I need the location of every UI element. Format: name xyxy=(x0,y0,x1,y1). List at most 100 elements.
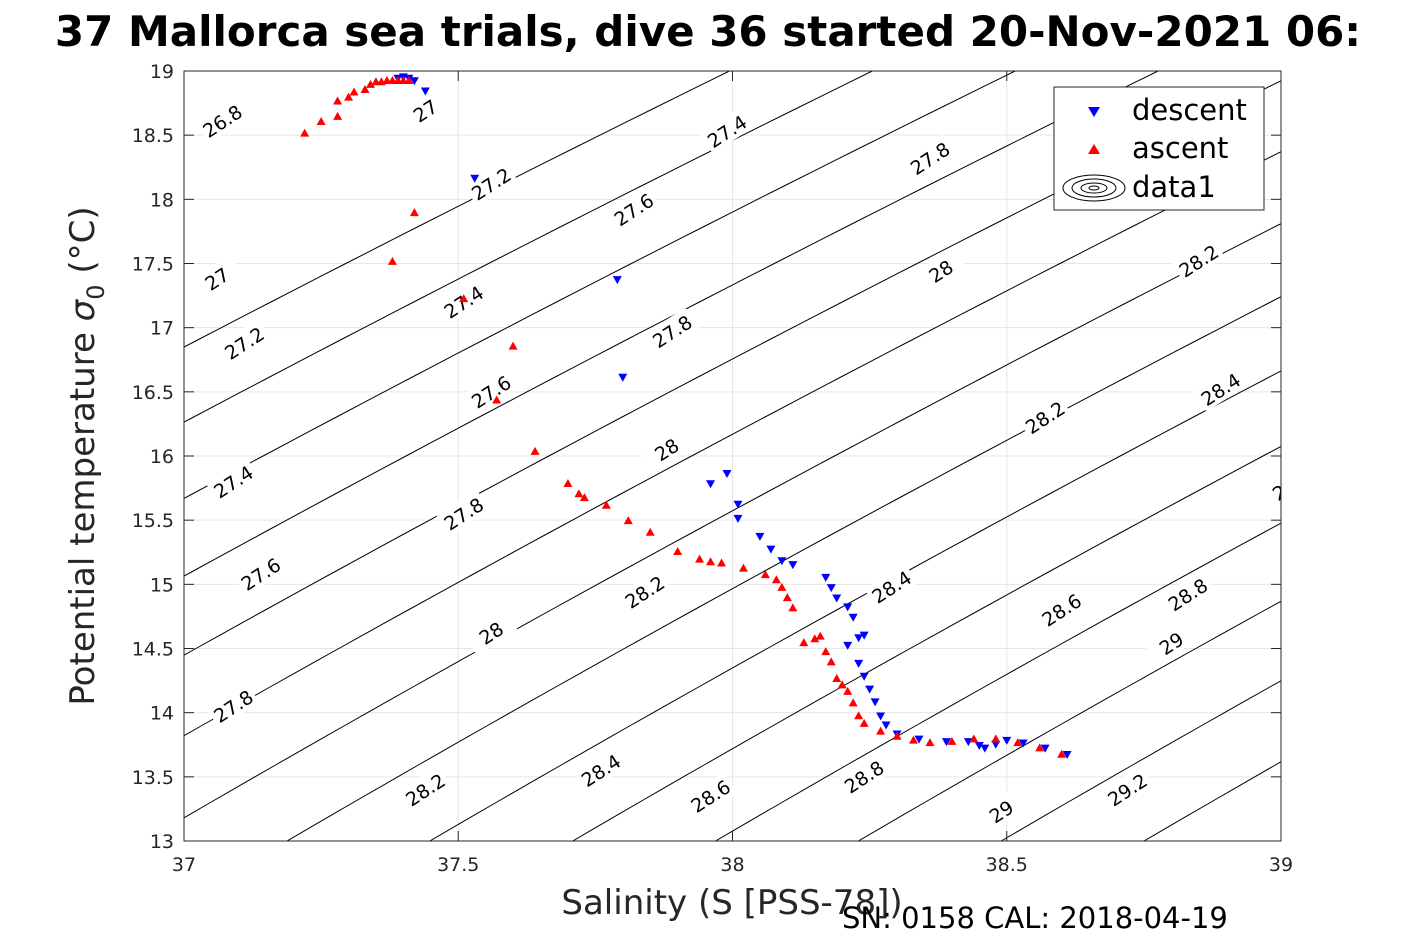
descent-marker xyxy=(612,276,622,285)
descent-marker xyxy=(755,532,765,541)
isopycnal-line xyxy=(286,296,1281,841)
descent-marker xyxy=(991,740,1001,749)
ascent-marker xyxy=(1013,738,1023,747)
y-tick-label: 18 xyxy=(150,189,174,211)
y-tick-label: 15 xyxy=(150,574,174,596)
ascent-marker xyxy=(810,634,820,643)
y-tick-label: 13.5 xyxy=(132,767,174,789)
y-tick-label: 16 xyxy=(150,446,174,468)
ascent-marker xyxy=(859,718,869,727)
ascent-marker xyxy=(925,738,935,747)
ascent-marker xyxy=(365,79,375,88)
descent-marker xyxy=(706,480,716,489)
y-tick-label: 15.5 xyxy=(132,510,174,532)
y-tick-label: 14 xyxy=(150,703,174,725)
descent-marker xyxy=(832,594,842,603)
x-tick-label: 38.5 xyxy=(986,854,1028,876)
ascent-marker xyxy=(459,294,469,303)
ascent-marker xyxy=(760,570,770,579)
contour-label-bg xyxy=(699,107,754,154)
contour-label-bg xyxy=(463,367,518,415)
descent-marker xyxy=(420,87,430,96)
ascent-marker xyxy=(782,593,792,602)
contour-label-bg xyxy=(217,319,271,366)
chart-title: 37 Mallorca sea trials, dive 36 started … xyxy=(55,7,1361,56)
contour-label-bg xyxy=(398,86,452,134)
x-tick-label: 37 xyxy=(172,854,196,876)
descent-marker xyxy=(876,712,886,721)
descent-marker xyxy=(848,613,858,622)
y-axis-label-subscript: 0 xyxy=(82,284,110,299)
descent-marker xyxy=(854,634,864,643)
descent-marker xyxy=(843,603,853,612)
isopycnal-line xyxy=(184,71,730,348)
contour-label-bg xyxy=(206,457,260,504)
ascent-marker xyxy=(349,87,359,96)
y-tick-label: 18.5 xyxy=(132,125,174,147)
y-tick-label: 16.5 xyxy=(132,382,174,404)
descent-marker xyxy=(974,742,984,751)
contour-label-bg xyxy=(1171,236,1225,284)
legend-ascent-label: ascent xyxy=(1132,131,1228,165)
ascent-marker xyxy=(832,674,842,683)
contour-label-bg xyxy=(606,185,660,232)
contour-label-bg xyxy=(974,787,1028,834)
ascent-marker xyxy=(706,557,716,566)
descent-marker xyxy=(843,641,853,650)
contour-label-bg xyxy=(864,562,918,610)
axis-ticks xyxy=(183,70,1282,842)
contour-label-bg xyxy=(195,97,249,144)
contour-label-bg xyxy=(1144,619,1198,666)
y-tick-label: 19 xyxy=(150,61,174,83)
ascent-marker xyxy=(854,711,864,720)
descent-marker xyxy=(821,573,831,582)
contour-label-bg xyxy=(639,425,693,472)
contour-label-bg xyxy=(1160,570,1214,617)
ascent-marker xyxy=(333,111,343,120)
contour-label-bg xyxy=(206,682,260,729)
ascent-marker xyxy=(777,582,787,591)
contour-label-bg xyxy=(463,159,518,207)
ascent-marker xyxy=(492,395,502,404)
ascent-marker xyxy=(848,698,858,707)
legend-data1-label: data1 xyxy=(1132,170,1216,204)
descent-marker xyxy=(1040,744,1050,753)
descent-marker xyxy=(1018,739,1028,748)
isopycnal-line xyxy=(184,223,1281,819)
isopycnal-line xyxy=(184,71,1016,499)
ascent-marker xyxy=(623,516,633,525)
isopycnal-line xyxy=(429,370,1281,841)
ascent-marker xyxy=(387,256,397,265)
ascent-marker xyxy=(843,686,853,695)
contour-label-bg xyxy=(436,489,490,537)
descent-marker xyxy=(881,721,891,730)
ascent-marker xyxy=(344,92,354,101)
ascent-marker xyxy=(799,638,809,647)
ascent-marker xyxy=(695,554,705,563)
ascent-marker xyxy=(563,478,573,487)
ascent-marker xyxy=(1057,749,1067,758)
ascent-marker xyxy=(409,208,419,217)
isopycnal-line xyxy=(858,600,1281,841)
legend-contour-icon xyxy=(1062,174,1126,202)
density-contours xyxy=(184,71,1281,841)
ascent-marker xyxy=(508,341,518,350)
legend-descent-marker xyxy=(1088,107,1100,117)
descent-marker xyxy=(1062,751,1072,760)
ascent-marker xyxy=(574,489,584,498)
ascent-marker xyxy=(771,575,781,584)
ascent-marker xyxy=(601,500,611,509)
y-tick-label: 13 xyxy=(150,831,174,853)
footer-serial-cal: SN: 0158 CAL: 2018-04-19 xyxy=(842,901,1228,935)
ascent-marker xyxy=(738,563,748,572)
ascent-marker xyxy=(579,493,589,502)
contour-label-bg xyxy=(1034,586,1088,633)
y-tick-label: 14.5 xyxy=(132,639,174,661)
contour-label-bg xyxy=(617,568,671,615)
ascent-marker xyxy=(333,96,343,105)
ascent-marker xyxy=(404,75,414,84)
descent-marker xyxy=(941,738,951,747)
contour-label-bg xyxy=(463,609,518,656)
contour-label-bg xyxy=(1264,460,1281,507)
isopycnal-line xyxy=(184,71,1159,577)
